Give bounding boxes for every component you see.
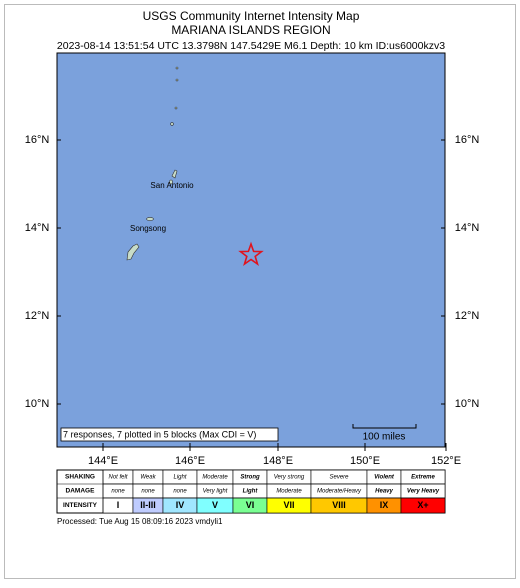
footer: Processed: Tue Aug 15 08:09:16 2023 vmdy… bbox=[57, 517, 223, 526]
lat-label: 16°N bbox=[455, 134, 480, 146]
epicenter bbox=[238, 241, 264, 266]
legend-cell-text: Very strong bbox=[274, 475, 305, 481]
legend-cell-text: IV bbox=[176, 500, 185, 510]
island bbox=[170, 122, 174, 126]
legend-cell-text: Strong bbox=[240, 475, 260, 481]
legend-row-label: DAMAGE bbox=[66, 488, 96, 495]
event-info: 2023-08-14 13:51:54 UTC 13.3798N 147.542… bbox=[57, 40, 445, 52]
legend-cell-text: IX bbox=[380, 500, 389, 510]
legend-cell-text: V bbox=[212, 500, 218, 510]
legend-cell-text: Moderate bbox=[276, 489, 302, 495]
legend-cell-text: Violent bbox=[374, 475, 395, 481]
lon-label: 152°E bbox=[431, 455, 461, 467]
legend-cell-text: Weak bbox=[140, 475, 156, 481]
legend-cell-text: none bbox=[141, 489, 155, 495]
map-area bbox=[56, 52, 446, 448]
island bbox=[175, 78, 179, 82]
lat-label: 16°N bbox=[25, 134, 50, 146]
lon-label: 144°E bbox=[88, 455, 118, 467]
lat-label: 12°N bbox=[455, 310, 480, 322]
scale-label: 100 miles bbox=[363, 432, 406, 443]
legend-cell-text: VIII bbox=[332, 500, 346, 510]
region: MARIANA ISLANDS REGION bbox=[171, 23, 330, 37]
lat-label: 10°N bbox=[455, 398, 480, 410]
graticule-labels: 16°N 16°N 14°N 14°N 12°N 12°N 10°N 10°N 144°E 146… bbox=[25, 134, 480, 467]
legend-cell-text: I bbox=[117, 500, 120, 510]
responses-box bbox=[60, 427, 279, 442]
lat-label: 10°N bbox=[25, 398, 50, 410]
island bbox=[169, 179, 173, 185]
legend-cell-text: Very Heavy bbox=[407, 489, 440, 495]
island bbox=[175, 66, 179, 70]
legend-cell-text: Moderate bbox=[202, 475, 228, 481]
legend-cell-text: X+ bbox=[417, 500, 428, 510]
legend-cell-text: VI bbox=[246, 500, 255, 510]
legend-cell-text: VII bbox=[283, 500, 294, 510]
legend-cell-text: Light bbox=[243, 489, 259, 495]
island bbox=[146, 217, 154, 221]
scale-bar bbox=[352, 424, 417, 429]
intensity-legend: SHAKING Not felt Weak Light Moderate Strong Ve… bbox=[56, 469, 446, 514]
legend-row-label: SHAKING bbox=[65, 474, 95, 481]
lat-label: 14°N bbox=[25, 222, 50, 234]
legend-cell-text: Severe bbox=[329, 475, 349, 481]
legend-cell-text: none bbox=[173, 489, 187, 495]
legend-cell-text: II-III bbox=[140, 500, 156, 510]
island bbox=[174, 106, 178, 110]
place-label: San Antonio bbox=[150, 181, 194, 190]
islands bbox=[126, 66, 179, 261]
legend-cell-text: Not felt bbox=[108, 475, 127, 481]
lon-label: 150°E bbox=[350, 455, 380, 467]
island bbox=[126, 243, 140, 261]
legend-cell-text: Extreme bbox=[411, 475, 435, 481]
legend-cell-text: Very light bbox=[203, 489, 228, 495]
lat-label: 14°N bbox=[455, 222, 480, 234]
lon-label: 146°E bbox=[175, 455, 205, 467]
legend-cell-text: Heavy bbox=[375, 489, 393, 495]
responses: 7 responses, 7 plotted in 5 blocks (Max … bbox=[63, 429, 256, 439]
lon-label: 148°E bbox=[263, 455, 293, 467]
legend-row-label: INTENSITY bbox=[63, 502, 98, 509]
island bbox=[171, 169, 178, 179]
place-label: Songsong bbox=[130, 224, 166, 233]
lat-label: 12°N bbox=[25, 310, 50, 322]
legend-cell-text: Light bbox=[173, 475, 186, 481]
legend-cell-text: Moderate/Heavy bbox=[317, 489, 362, 495]
title: USGS Community Internet Intensity Map bbox=[143, 9, 360, 23]
legend-cell-text: none bbox=[111, 489, 125, 495]
